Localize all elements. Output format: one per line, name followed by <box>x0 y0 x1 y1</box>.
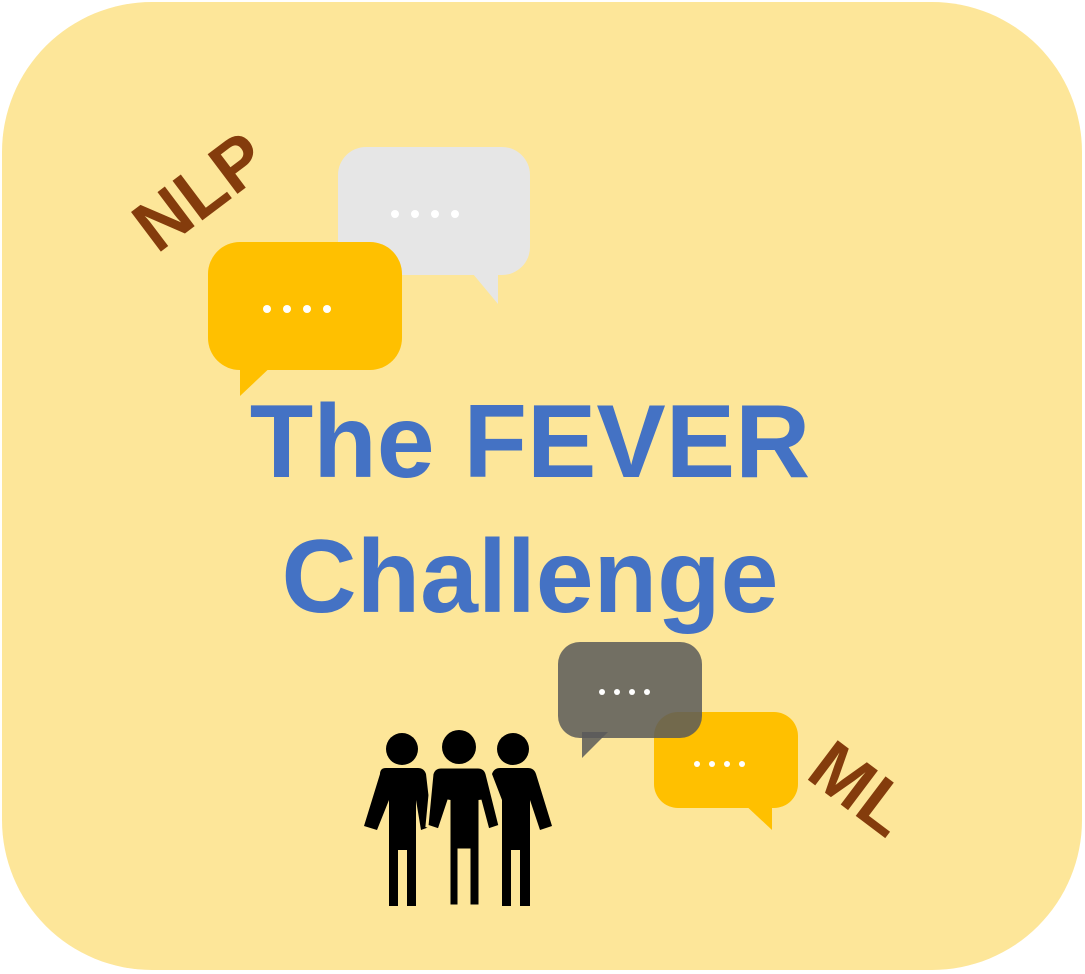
speech-bubble-icon <box>338 147 530 304</box>
speech-bubble-icon <box>208 242 402 396</box>
title-line-2: Challenge <box>281 519 779 635</box>
speech-bubble-icon <box>654 712 798 830</box>
speech-bubble-icon <box>558 642 702 758</box>
people-group-icon <box>364 730 552 908</box>
title-line-1: The FEVER <box>249 384 811 500</box>
